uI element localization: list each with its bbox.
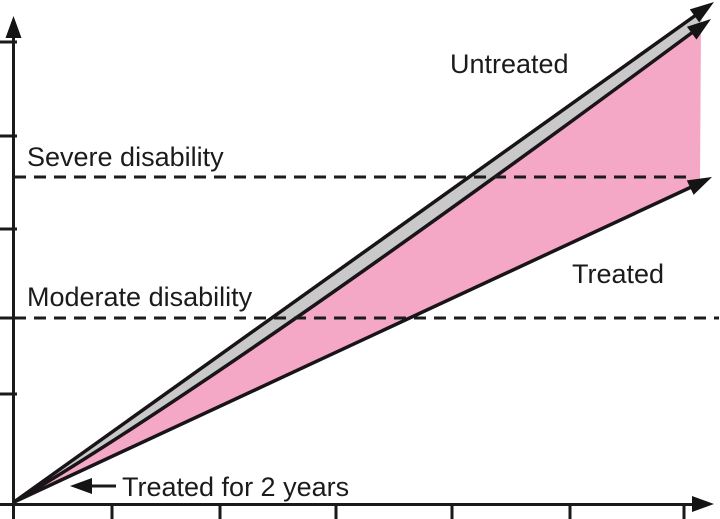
treated-trajectory-line [13,181,701,504]
treated-2-years-label: Treated for 2 years [122,472,349,502]
untreated-lower-arrowhead-icon [686,19,711,40]
moderate-disability-label: Moderate disability [27,282,253,312]
untreated-upper-line [12,8,705,504]
y-axis-ticks [0,40,17,396]
y-axis [0,16,22,519]
untreated-lower-line [13,24,703,504]
annotation-left-arrowhead-icon [70,478,92,494]
x-axis-ticks [110,505,686,519]
treated-line [13,177,712,504]
severe-disability-label: Severe disability [27,142,224,172]
untreated-band [12,2,714,504]
untreated-label: Untreated [450,49,569,79]
treated-label: Treated [572,259,664,289]
y-axis-arrowhead-icon [5,16,22,38]
untreated-upper-arrowhead-icon [689,2,714,23]
x-axis [0,496,714,519]
x-axis-arrowhead-icon [692,496,714,512]
treated-2-years-annotation: Treated for 2 years [70,472,349,502]
treated-arrowhead-icon [686,177,712,195]
